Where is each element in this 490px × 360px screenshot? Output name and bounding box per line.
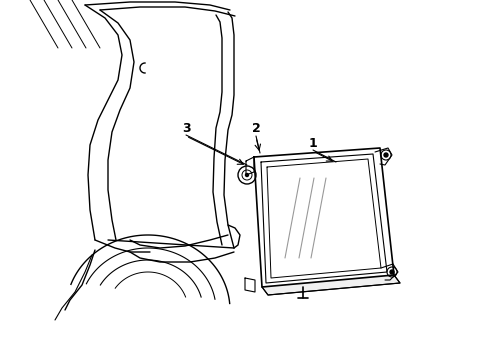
Circle shape: [384, 153, 388, 157]
Text: 3: 3: [182, 122, 190, 135]
Polygon shape: [254, 148, 394, 287]
Circle shape: [390, 270, 394, 274]
Circle shape: [245, 174, 248, 176]
Text: 2: 2: [252, 122, 260, 135]
Polygon shape: [262, 275, 400, 295]
Text: 1: 1: [309, 136, 318, 149]
